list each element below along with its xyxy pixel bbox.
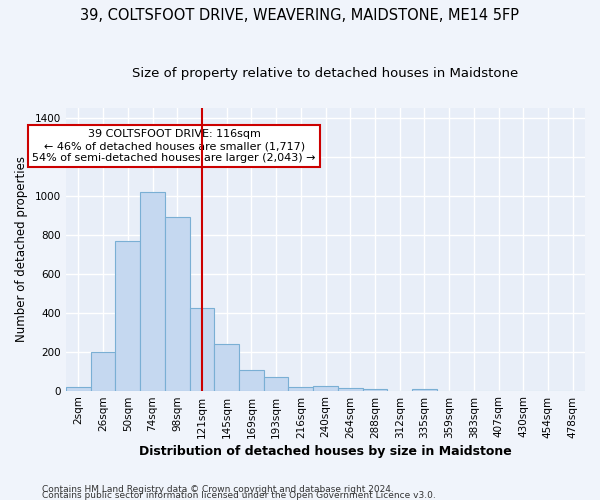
Bar	[362, 389, 388, 390]
Bar	[214, 344, 239, 391]
Bar	[66, 386, 91, 390]
Bar	[412, 388, 437, 390]
Bar	[140, 192, 165, 390]
Bar	[289, 386, 313, 390]
Bar	[115, 240, 140, 390]
Bar	[338, 388, 362, 390]
Bar	[165, 217, 190, 390]
X-axis label: Distribution of detached houses by size in Maidstone: Distribution of detached houses by size …	[139, 444, 512, 458]
Text: Contains HM Land Registry data © Crown copyright and database right 2024.: Contains HM Land Registry data © Crown c…	[42, 484, 394, 494]
Text: 39, COLTSFOOT DRIVE, WEAVERING, MAIDSTONE, ME14 5FP: 39, COLTSFOOT DRIVE, WEAVERING, MAIDSTON…	[80, 8, 520, 22]
Text: Contains public sector information licensed under the Open Government Licence v3: Contains public sector information licen…	[42, 490, 436, 500]
Bar	[190, 308, 214, 390]
Bar	[313, 386, 338, 390]
Y-axis label: Number of detached properties: Number of detached properties	[15, 156, 28, 342]
Text: 39 COLTSFOOT DRIVE: 116sqm
← 46% of detached houses are smaller (1,717)
54% of s: 39 COLTSFOOT DRIVE: 116sqm ← 46% of deta…	[32, 130, 316, 162]
Bar	[239, 370, 264, 390]
Title: Size of property relative to detached houses in Maidstone: Size of property relative to detached ho…	[133, 68, 518, 80]
Bar	[91, 352, 115, 391]
Bar	[264, 378, 289, 390]
